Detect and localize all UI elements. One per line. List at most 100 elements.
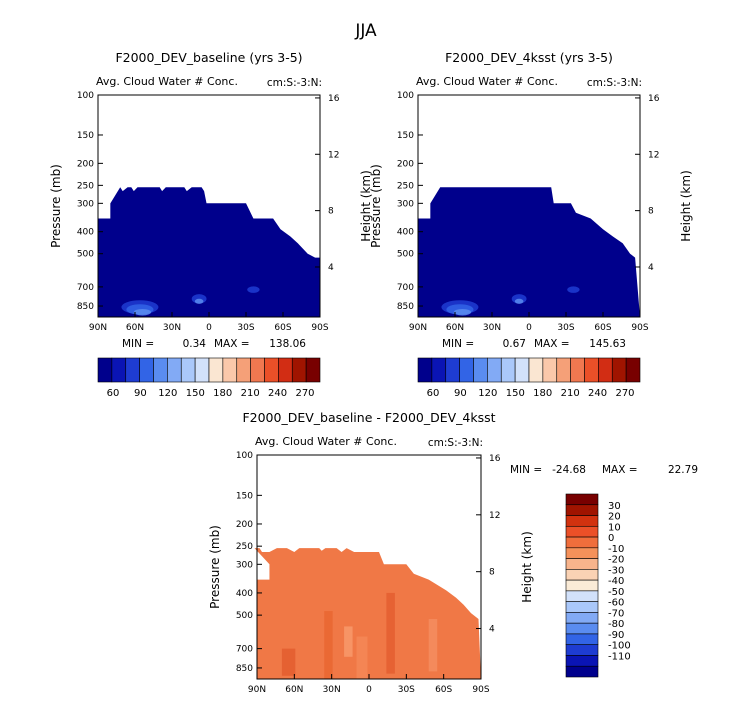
field-maximum-5 xyxy=(567,286,580,293)
y2-tick-label: 16 xyxy=(489,454,501,464)
y-tick-label: 150 xyxy=(77,131,94,141)
y2-axis-label: Height (km) xyxy=(679,170,693,241)
colorbar-box xyxy=(565,515,599,527)
colorbar-box xyxy=(565,493,599,506)
colorbar-label: 210 xyxy=(241,388,260,399)
colorbar-label: -70 xyxy=(608,608,624,619)
x-tick-label: 30S xyxy=(398,685,415,695)
colorbar-box xyxy=(565,569,599,581)
x-tick-label: 0 xyxy=(206,323,212,333)
y-tick-label: 400 xyxy=(77,228,94,238)
colorbar-label: 10 xyxy=(608,522,621,533)
page-title: JJA xyxy=(354,21,377,41)
colorbar-box xyxy=(291,357,307,383)
field-shading xyxy=(98,187,320,317)
x-tick-label: 60S xyxy=(594,323,611,333)
colorbar-label: 240 xyxy=(268,388,287,399)
field-shading xyxy=(418,187,640,317)
x-tick-label: 60S xyxy=(435,685,452,695)
colorbar-box xyxy=(431,357,447,383)
max-value: 22.79 xyxy=(668,464,698,476)
colorbar-box xyxy=(236,357,251,383)
y-axis-label: Pressure (mb) xyxy=(49,164,63,248)
colorbar-box xyxy=(194,357,210,383)
y2-tick-label: 4 xyxy=(648,263,654,273)
colorbar-label: 270 xyxy=(295,388,314,399)
colorbar-box xyxy=(417,357,433,383)
colorbar-box xyxy=(565,547,599,559)
colorbar-box xyxy=(584,357,599,383)
y2-tick-label: 8 xyxy=(489,568,495,578)
y-tick-label: 200 xyxy=(236,520,253,530)
y-tick-label: 850 xyxy=(397,302,414,312)
y2-axis-label: Height (km) xyxy=(520,531,534,602)
field-maximum-2 xyxy=(453,308,472,316)
colorbar-box xyxy=(528,357,544,383)
colorbar-box xyxy=(153,357,168,383)
colorbar-label: 180 xyxy=(533,388,552,399)
max-label: MAX = xyxy=(534,338,570,350)
colorbar-box xyxy=(459,357,474,383)
colorbar-box xyxy=(565,536,599,549)
x-tick-label: 30S xyxy=(557,323,574,333)
field-maximum-2 xyxy=(133,308,152,316)
x-tick-label: 60N xyxy=(126,323,144,333)
colorbar-label: 150 xyxy=(186,388,205,399)
y2-tick-label: 16 xyxy=(648,94,660,104)
y-tick-label: 200 xyxy=(77,159,94,169)
y-tick-label: 700 xyxy=(77,283,94,293)
colorbar-label: 270 xyxy=(615,388,634,399)
y2-tick-label: 12 xyxy=(489,511,500,521)
field-anomaly-0 xyxy=(281,648,296,676)
colorbar-label: 30 xyxy=(608,501,621,512)
y2-tick-label: 12 xyxy=(648,150,659,160)
colorbar-box xyxy=(487,357,502,383)
panel-subtitle: Avg. Cloud Water # Conc. xyxy=(96,75,238,88)
min-value: -24.68 xyxy=(552,464,586,476)
y-tick-label: 250 xyxy=(77,181,94,191)
colorbar-label: -40 xyxy=(608,576,624,587)
x-tick-label: 0 xyxy=(526,323,532,333)
x-tick-label: 60N xyxy=(446,323,464,333)
y-tick-label: 400 xyxy=(397,228,414,238)
colorbar-label: 210 xyxy=(561,388,580,399)
colorbar-box xyxy=(611,357,627,383)
units-label: cm:S:-3:N: xyxy=(587,77,642,89)
y-tick-label: 300 xyxy=(77,199,94,209)
colorbar-box xyxy=(625,357,641,383)
panel-4ksst: 90N 60N 30N 0 30S 60S 90S 100 150 200 250 300 400 500… xyxy=(369,50,693,399)
colorbar-label: 0 xyxy=(608,533,614,544)
x-tick-label: 30N xyxy=(323,685,341,695)
y-tick-label: 500 xyxy=(236,611,253,621)
y-tick-label: 250 xyxy=(397,181,414,191)
y-tick-label: 400 xyxy=(236,589,253,599)
max-value: 145.63 xyxy=(589,338,626,350)
colorbar-box xyxy=(565,558,599,570)
min-label: MIN = xyxy=(510,464,542,476)
y-tick-label: 100 xyxy=(397,91,414,101)
field-anomaly-3 xyxy=(386,592,395,674)
colorbar-box xyxy=(445,357,460,383)
colorbar-box xyxy=(565,633,599,646)
units-label: cm:S:-3:N: xyxy=(428,437,483,449)
y2-tick-label: 8 xyxy=(328,207,334,217)
colorbar-box xyxy=(542,357,558,383)
x-tick-label: 90S xyxy=(472,685,489,695)
y-axis-label: Pressure (mb) xyxy=(208,525,222,609)
field-anomaly-4 xyxy=(428,619,438,672)
colorbar-box xyxy=(565,622,599,635)
y2-tick-label: 4 xyxy=(489,625,495,635)
colorbar-label: -90 xyxy=(608,630,624,641)
y-tick-label: 300 xyxy=(397,199,414,209)
colorbar-box xyxy=(565,601,599,613)
colorbar-box xyxy=(264,357,279,383)
colorbar-label: -80 xyxy=(608,619,624,630)
colorbar-label: 240 xyxy=(588,388,607,399)
colorbar-box xyxy=(125,357,140,383)
y2-tick-label: 8 xyxy=(648,207,654,217)
max-value: 138.06 xyxy=(269,338,306,350)
x-tick-label: 60S xyxy=(274,323,291,333)
colorbar-label: 20 xyxy=(608,512,621,523)
colorbar-box xyxy=(565,579,599,592)
